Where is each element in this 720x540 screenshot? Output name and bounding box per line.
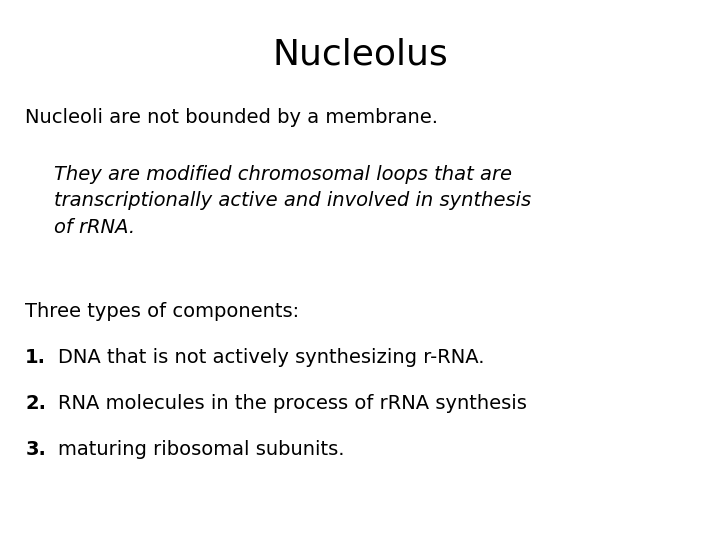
Text: Three types of components:: Three types of components: xyxy=(25,302,300,321)
Text: 2.: 2. xyxy=(25,394,46,413)
Text: Nucleoli are not bounded by a membrane.: Nucleoli are not bounded by a membrane. xyxy=(25,108,438,127)
Text: RNA molecules in the process of rRNA synthesis: RNA molecules in the process of rRNA syn… xyxy=(58,394,526,413)
Text: They are modified chromosomal loops that are
transcriptionally active and involv: They are modified chromosomal loops that… xyxy=(54,165,531,237)
Text: 3.: 3. xyxy=(25,440,46,459)
Text: maturing ribosomal subunits.: maturing ribosomal subunits. xyxy=(58,440,344,459)
Text: DNA that is not actively synthesizing r-RNA.: DNA that is not actively synthesizing r-… xyxy=(58,348,484,367)
Text: Nucleolus: Nucleolus xyxy=(272,38,448,72)
Text: 1.: 1. xyxy=(25,348,46,367)
